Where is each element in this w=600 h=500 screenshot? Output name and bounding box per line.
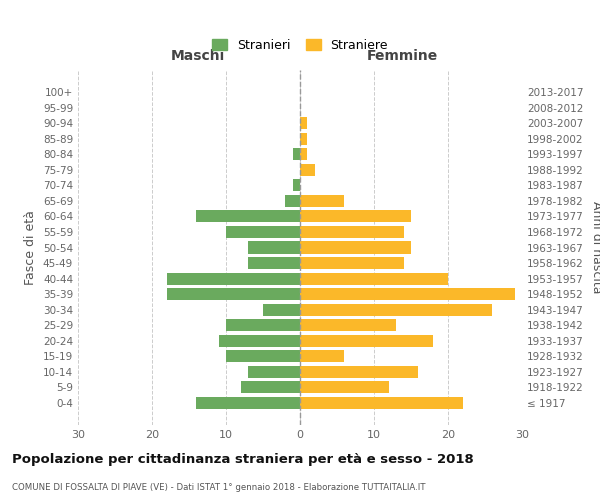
- Bar: [248, 257, 300, 269]
- Bar: [300, 117, 307, 130]
- Bar: [167, 272, 300, 284]
- Y-axis label: Fasce di età: Fasce di età: [25, 210, 37, 285]
- Bar: [241, 381, 300, 394]
- Y-axis label: Anni di nascita: Anni di nascita: [590, 201, 600, 294]
- Bar: [293, 148, 300, 160]
- Text: Maschi: Maschi: [171, 49, 225, 63]
- Bar: [293, 180, 300, 192]
- Text: COMUNE DI FOSSALTA DI PIAVE (VE) - Dati ISTAT 1° gennaio 2018 - Elaborazione TUT: COMUNE DI FOSSALTA DI PIAVE (VE) - Dati …: [12, 482, 425, 492]
- Bar: [248, 242, 300, 254]
- Bar: [300, 304, 493, 316]
- Bar: [300, 288, 515, 300]
- Bar: [263, 304, 300, 316]
- Bar: [300, 396, 463, 409]
- Text: Femmine: Femmine: [367, 49, 438, 63]
- Bar: [300, 164, 315, 176]
- Bar: [300, 195, 344, 207]
- Bar: [300, 350, 344, 362]
- Bar: [226, 319, 300, 331]
- Bar: [167, 288, 300, 300]
- Bar: [300, 132, 307, 145]
- Legend: Stranieri, Straniere: Stranieri, Straniere: [207, 34, 393, 56]
- Bar: [300, 381, 389, 394]
- Bar: [285, 195, 300, 207]
- Bar: [300, 272, 448, 284]
- Bar: [300, 334, 433, 346]
- Bar: [300, 226, 404, 238]
- Bar: [300, 242, 411, 254]
- Text: Popolazione per cittadinanza straniera per età e sesso - 2018: Popolazione per cittadinanza straniera p…: [12, 452, 474, 466]
- Bar: [226, 226, 300, 238]
- Bar: [300, 319, 396, 331]
- Bar: [226, 350, 300, 362]
- Bar: [300, 257, 404, 269]
- Bar: [248, 366, 300, 378]
- Bar: [300, 366, 418, 378]
- Bar: [196, 210, 300, 222]
- Bar: [196, 396, 300, 409]
- Bar: [300, 148, 307, 160]
- Bar: [218, 334, 300, 346]
- Bar: [300, 210, 411, 222]
